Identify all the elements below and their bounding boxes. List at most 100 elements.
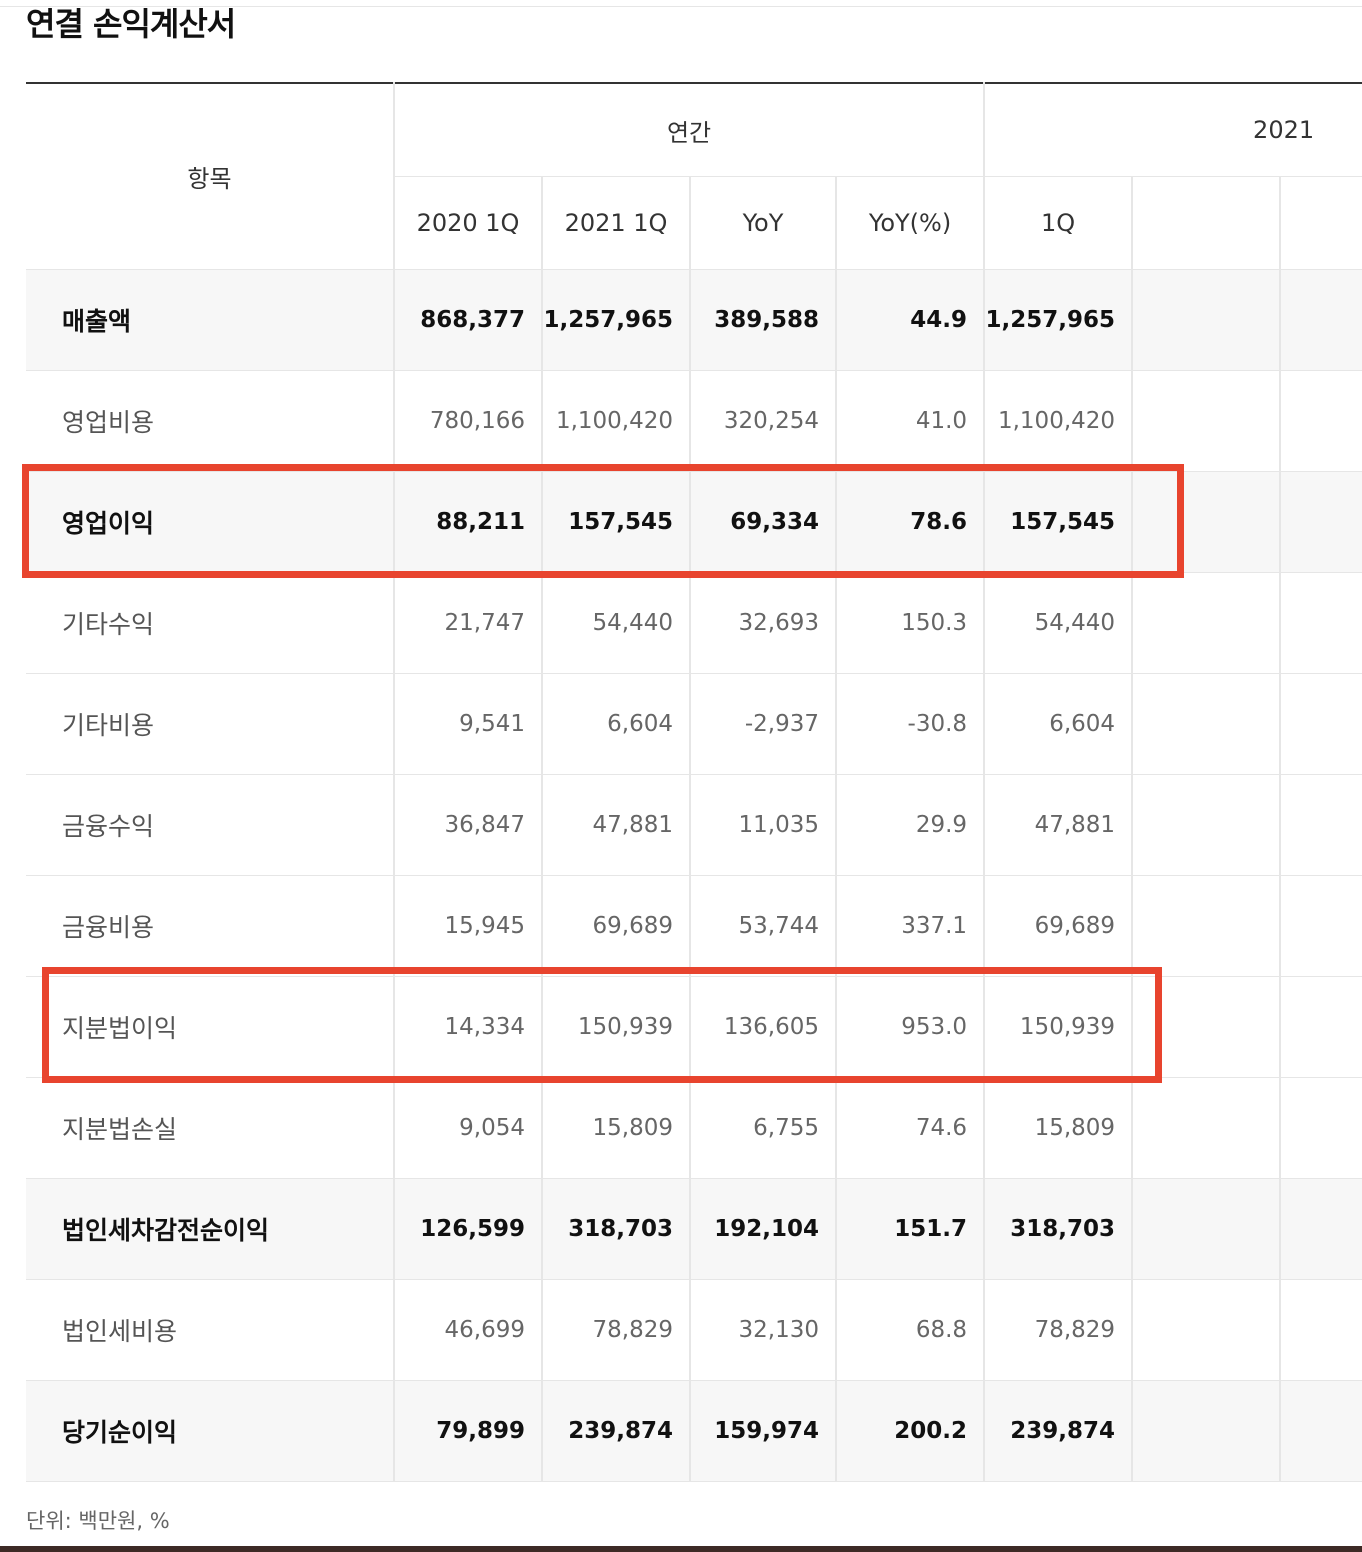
cell-2021-1q: 150,939 (542, 976, 691, 1078)
cell-empty (1132, 673, 1282, 775)
header-group-annual: 연간 (394, 83, 986, 177)
cell-yoy-pct: 337.1 (836, 875, 986, 977)
row-label: 지분법이익 (26, 976, 395, 1078)
cell-empty (1280, 1178, 1362, 1280)
table-row: 기타비용 9,541 6,604 -2,937 -30.8 6,604 (26, 673, 1362, 775)
table-row: 금융수익 36,847 47,881 11,035 29.9 47,881 (26, 774, 1362, 876)
unit-note: 단위: 백만원, % (26, 1509, 170, 1533)
cell-empty (1132, 1380, 1282, 1482)
cell-2020-1q: 9,541 (394, 673, 543, 775)
cell-yoy-pct: 150.3 (836, 572, 986, 674)
header-col-yoy: YoY (690, 176, 837, 270)
cell-2021-1q: 6,604 (542, 673, 691, 775)
page-title: 연결 손익계산서 (26, 5, 236, 43)
header-item: 항목 (26, 83, 395, 270)
cell-2020-1q: 88,211 (394, 471, 543, 573)
table-row: 당기순이익 79,899 239,874 159,974 200.2 239,8… (26, 1380, 1362, 1482)
cell-1q: 6,604 (984, 673, 1134, 775)
header-col-yoy-pct: YoY(%) (836, 176, 986, 270)
cell-empty (1280, 976, 1362, 1078)
cell-yoy-pct: 953.0 (836, 976, 986, 1078)
cell-1q: 157,545 (984, 471, 1134, 573)
bottom-bar (0, 1546, 1362, 1552)
table-row: 법인세비용 46,699 78,829 32,130 68.8 78,829 (26, 1279, 1362, 1381)
cell-yoy: 136,605 (690, 976, 837, 1078)
cell-empty (1280, 1380, 1362, 1482)
income-statement-table: 항목 연간 2021 2020 1Q 2021 1Q YoY YoY(%) 1Q… (26, 82, 1362, 1482)
cell-1q: 69,689 (984, 875, 1134, 977)
cell-empty (1132, 774, 1282, 876)
cell-yoy: 320,254 (690, 370, 837, 472)
cell-2020-1q: 868,377 (394, 269, 543, 371)
cell-1q: 15,809 (984, 1077, 1134, 1179)
cell-2021-1q: 1,100,420 (542, 370, 691, 472)
header-col-2020-1q: 2020 1Q (394, 176, 543, 270)
cell-1q: 150,939 (984, 976, 1134, 1078)
cell-empty (1280, 269, 1362, 371)
cell-empty (1280, 471, 1362, 573)
cell-2021-1q: 69,689 (542, 875, 691, 977)
cell-empty (1280, 774, 1362, 876)
table-row: 기타수익 21,747 54,440 32,693 150.3 54,440 (26, 572, 1362, 674)
cell-empty (1132, 572, 1282, 674)
row-label: 지분법손실 (26, 1077, 395, 1179)
cell-yoy-pct: 29.9 (836, 774, 986, 876)
cell-yoy-pct: 200.2 (836, 1380, 986, 1482)
header-col-empty (1280, 176, 1362, 270)
cell-empty (1132, 1279, 1282, 1381)
cell-2021-1q: 15,809 (542, 1077, 691, 1179)
row-label: 금융수익 (26, 774, 395, 876)
row-label: 법인세차감전순이익 (26, 1178, 395, 1280)
cell-2020-1q: 46,699 (394, 1279, 543, 1381)
cell-empty (1280, 572, 1362, 674)
cell-2020-1q: 79,899 (394, 1380, 543, 1482)
cell-empty (1132, 976, 1282, 1078)
cell-yoy: 389,588 (690, 269, 837, 371)
cell-empty (1132, 370, 1282, 472)
cell-1q: 47,881 (984, 774, 1134, 876)
cell-yoy-pct: 41.0 (836, 370, 986, 472)
cell-yoy-pct: 68.8 (836, 1279, 986, 1381)
cell-yoy: -2,937 (690, 673, 837, 775)
cell-empty (1132, 875, 1282, 977)
cell-yoy-pct: 44.9 (836, 269, 986, 371)
table-row: 지분법이익 14,334 150,939 136,605 953.0 150,9… (26, 976, 1362, 1078)
cell-2021-1q: 318,703 (542, 1178, 691, 1280)
cell-2020-1q: 9,054 (394, 1077, 543, 1179)
cell-empty (1280, 1077, 1362, 1179)
table-row: 영업이익 88,211 157,545 69,334 78.6 157,545 (26, 471, 1362, 573)
income-statement-table-wrapper: 항목 연간 2021 2020 1Q 2021 1Q YoY YoY(%) 1Q… (26, 82, 1362, 1482)
cell-2020-1q: 15,945 (394, 875, 543, 977)
cell-empty (1132, 471, 1282, 573)
top-divider (0, 6, 1362, 7)
cell-2020-1q: 126,599 (394, 1178, 543, 1280)
cell-empty (1280, 875, 1362, 977)
cell-yoy: 53,744 (690, 875, 837, 977)
cell-yoy: 32,130 (690, 1279, 837, 1381)
row-label: 금융비용 (26, 875, 395, 977)
cell-empty (1280, 370, 1362, 472)
cell-empty (1132, 1178, 1282, 1280)
row-label: 영업비용 (26, 370, 395, 472)
cell-1q: 1,100,420 (984, 370, 1134, 472)
cell-1q: 54,440 (984, 572, 1134, 674)
table-row: 지분법손실 9,054 15,809 6,755 74.6 15,809 (26, 1077, 1362, 1179)
cell-yoy-pct: -30.8 (836, 673, 986, 775)
cell-empty (1132, 269, 1282, 371)
cell-empty (1280, 673, 1362, 775)
cell-empty (1280, 1279, 1362, 1381)
table-row: 매출액 868,377 1,257,965 389,588 44.9 1,257… (26, 269, 1362, 371)
cell-yoy: 69,334 (690, 471, 837, 573)
row-label: 기타수익 (26, 572, 395, 674)
cell-2021-1q: 239,874 (542, 1380, 691, 1482)
cell-yoy: 159,974 (690, 1380, 837, 1482)
table-row: 법인세차감전순이익 126,599 318,703 192,104 151.7 … (26, 1178, 1362, 1280)
cell-yoy: 11,035 (690, 774, 837, 876)
row-label: 당기순이익 (26, 1380, 395, 1482)
cell-2021-1q: 47,881 (542, 774, 691, 876)
cell-1q: 1,257,965 (984, 269, 1134, 371)
row-label: 매출액 (26, 269, 395, 371)
cell-empty (1132, 1077, 1282, 1179)
cell-1q: 78,829 (984, 1279, 1134, 1381)
header-group-2021: 2021 (984, 83, 1362, 177)
